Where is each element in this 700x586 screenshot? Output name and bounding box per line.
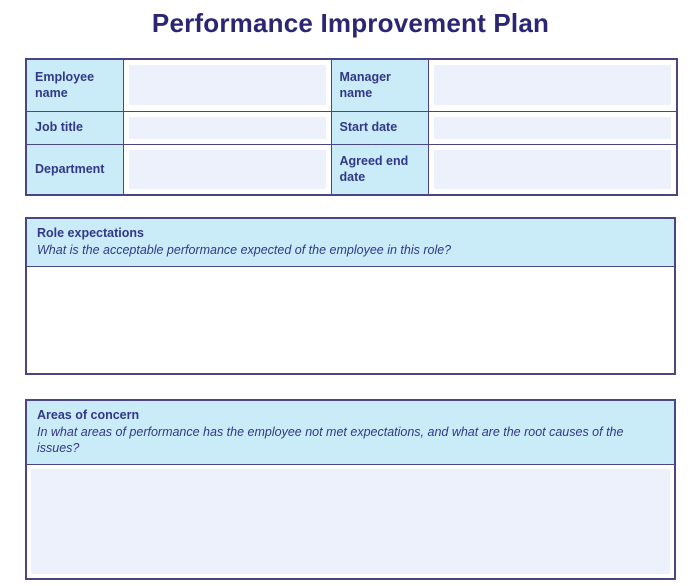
employee-name-input[interactable]	[128, 65, 326, 106]
field-label-employee-name: Employee name	[25, 58, 124, 112]
field-label-start-date: Start date	[330, 110, 429, 145]
job-title-input[interactable]	[128, 116, 326, 139]
field-cell-manager-name	[427, 58, 678, 112]
role-expectations-question: What is the acceptable performance expec…	[37, 243, 452, 257]
table-row: Employee name Manager name	[25, 58, 678, 112]
areas-of-concern-question: In what areas of performance has the emp…	[37, 424, 624, 456]
areas-of-concern-header: Areas of concern In what areas of perfor…	[27, 400, 674, 465]
field-label-manager-name: Manager name	[330, 58, 429, 112]
employee-info-table: Employee name Manager name Job title Sta…	[25, 58, 678, 196]
field-cell-agreed-end-date	[427, 143, 678, 196]
field-cell-start-date	[427, 110, 678, 145]
field-label-department: Department	[25, 143, 124, 196]
section-areas-of-concern: Areas of concern In what areas of perfor…	[25, 398, 676, 580]
areas-of-concern-heading: Areas of concern	[37, 407, 140, 422]
department-input[interactable]	[128, 149, 326, 189]
table-row: Job title Start date	[25, 110, 678, 145]
field-cell-department	[122, 143, 332, 196]
table-row: Department Agreed end date	[25, 143, 678, 196]
page-title: Performance Improvement Plan	[151, 8, 550, 38]
role-expectations-heading: Role expectations	[37, 226, 144, 240]
areas-of-concern-input[interactable]	[31, 468, 670, 574]
field-label-job-title: Job title	[25, 110, 124, 145]
field-cell-job-title	[122, 110, 332, 145]
agreed-end-date-input[interactable]	[433, 149, 671, 189]
role-expectations-input[interactable]	[27, 266, 674, 373]
field-label-agreed-end-date: Agreed end date	[330, 143, 429, 196]
role-expectations-header: Role expectations What is the acceptable…	[27, 219, 674, 267]
field-cell-employee-name	[122, 58, 332, 112]
section-role-expectations: Role expectations What is the acceptable…	[25, 217, 676, 375]
start-date-input[interactable]	[433, 116, 671, 139]
manager-name-input[interactable]	[433, 65, 671, 106]
areas-of-concern-body	[27, 464, 674, 578]
